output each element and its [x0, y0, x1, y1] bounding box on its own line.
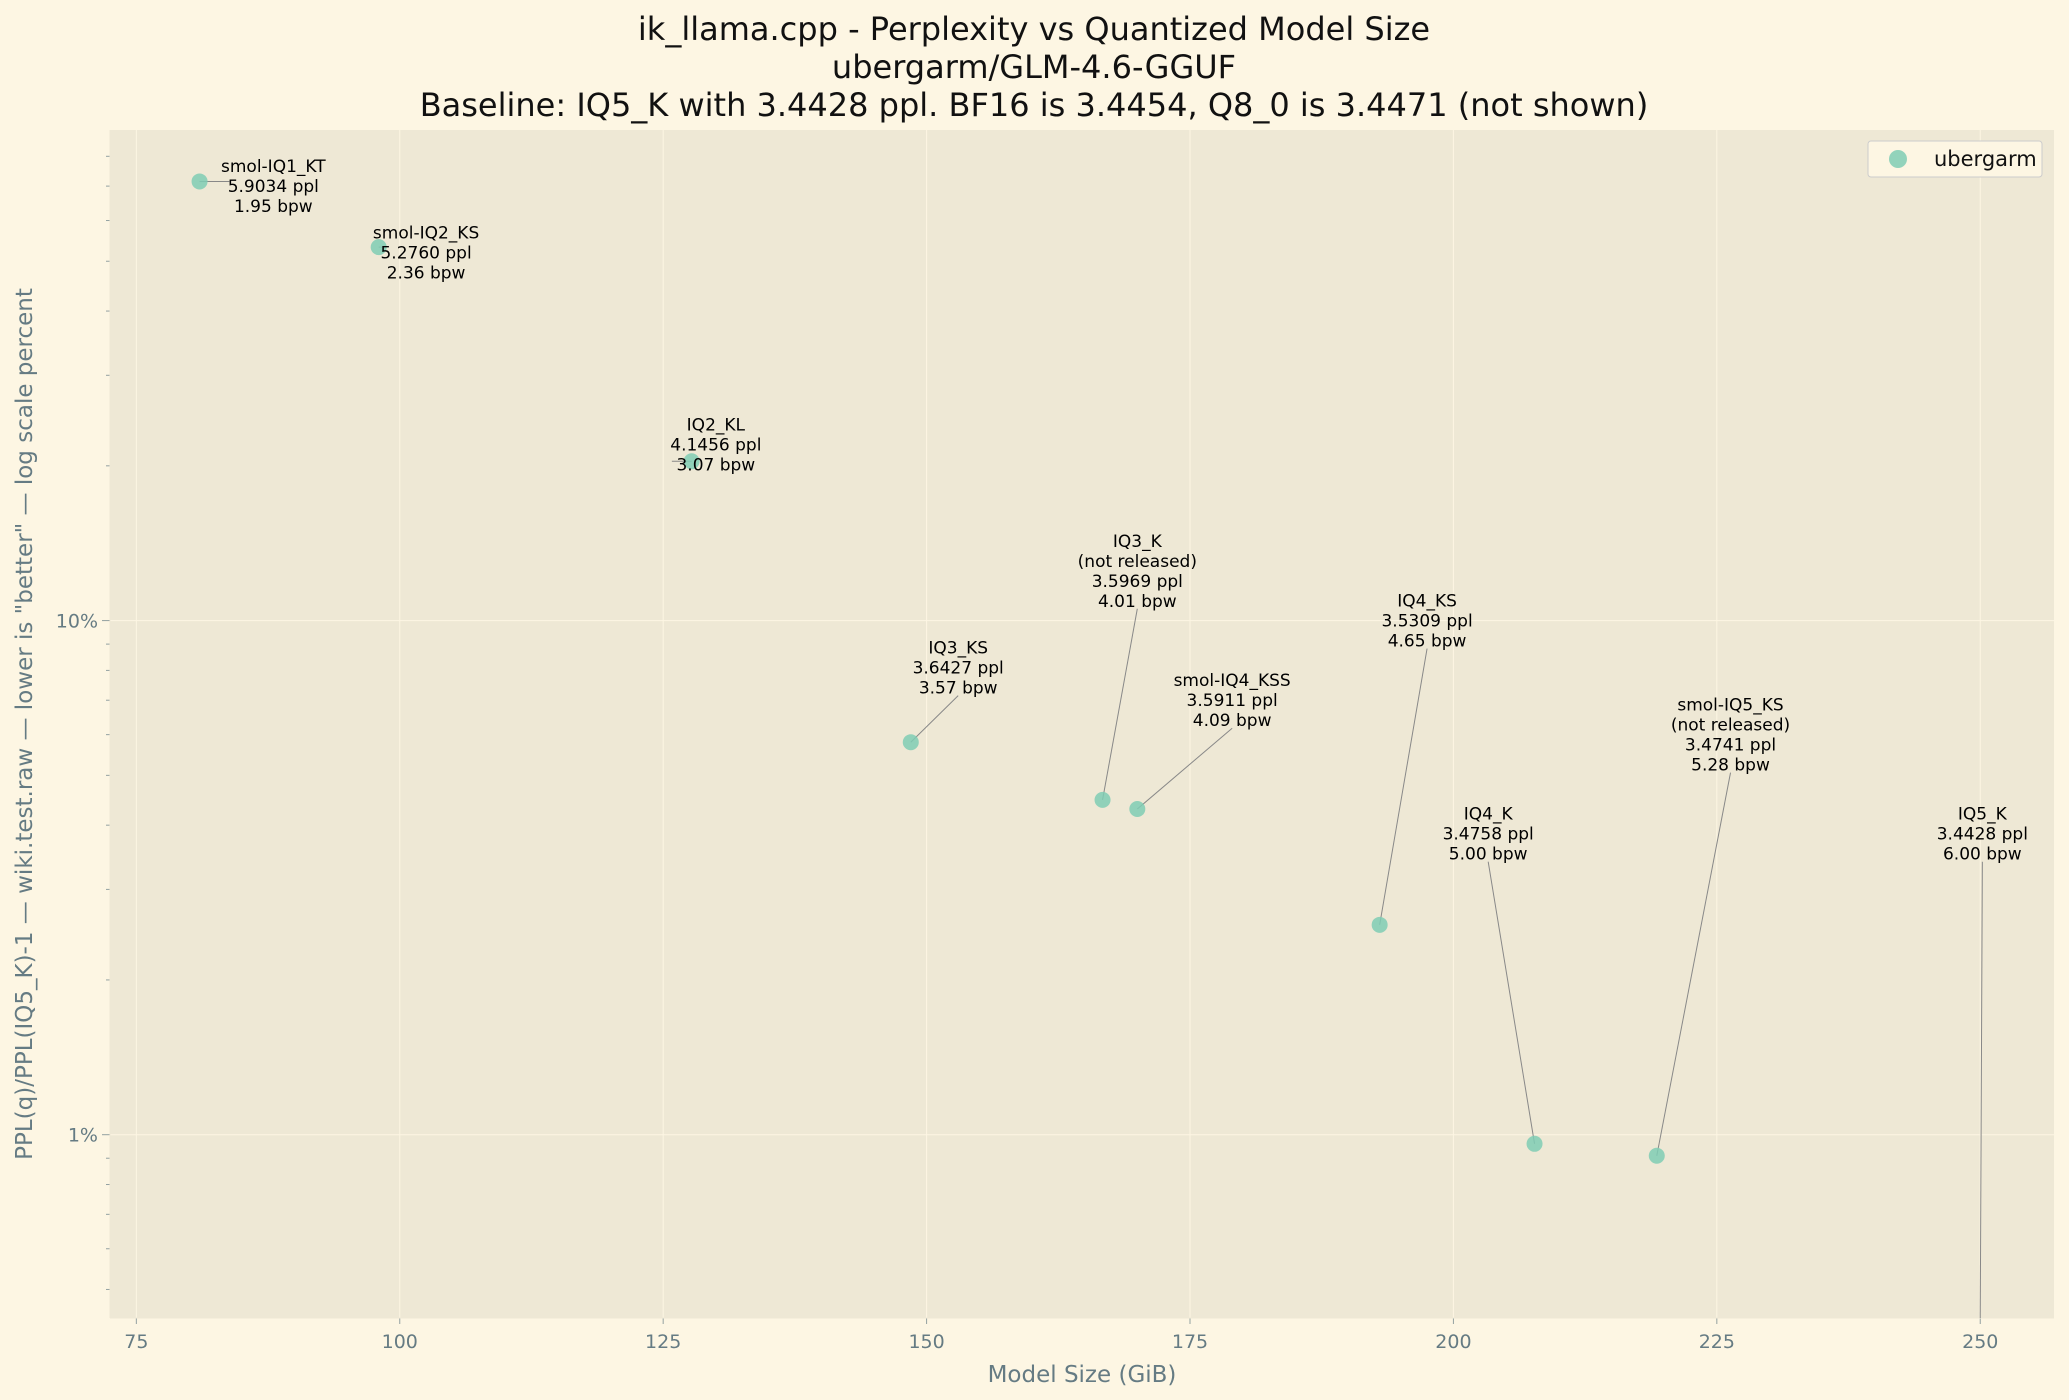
point-annotation: smol-IQ5_KS (not released) 3.4741 ppl 5.28 …: [1671, 696, 1790, 776]
annotations: smol-IQ1_KT 5.9034 ppl 1.95 bpw smol-IQ2_KS…: [221, 157, 2028, 865]
leader-line: [1136, 727, 1233, 810]
data-points: [191, 173, 1665, 1164]
annotation-line: 3.4428 ppl: [1937, 825, 2028, 845]
leader-lines: [199, 180, 1983, 1319]
title-line-2: ubergarm/GLM-4.6-GGUF: [832, 48, 1236, 86]
data-point: [683, 453, 700, 470]
grid-layer: [110, 130, 2054, 1318]
title-line-3: Baseline: IQ5_K with 3.4428 ppl. BF16 is…: [420, 86, 1649, 124]
annotation-line: IQ4_K: [1464, 805, 1514, 825]
legend-marker: [1889, 150, 1907, 168]
annotation-line: 3.5911 ppl: [1187, 691, 1278, 711]
x-tick-label: 200: [1435, 1331, 1471, 1353]
annotation-line: 4.01 bpw: [1098, 592, 1177, 612]
x-tick-label: 75: [124, 1331, 148, 1353]
x-tick-label: 100: [382, 1331, 418, 1353]
legend-label: ubergarm: [1934, 147, 2037, 171]
point-annotation: IQ3_KS 3.6427 ppl 3.57 bpw: [913, 639, 1004, 699]
annotation-line: 2.36 bpw: [387, 263, 466, 283]
annotation-line: 3.4741 ppl: [1685, 736, 1776, 756]
legend-box: [1867, 140, 2043, 178]
annotation-line: 3.6427 ppl: [913, 659, 1004, 679]
annotation-line: 3.5309 ppl: [1381, 612, 1472, 632]
data-point: [1526, 1135, 1543, 1152]
annotation-line: IQ3_K: [1113, 532, 1163, 552]
leader-line: [1487, 861, 1536, 1144]
legend: ubergarm: [1867, 140, 2043, 178]
y-tick-label: 1%: [68, 1125, 98, 1147]
data-point: [191, 173, 208, 190]
x-tick-label: 250: [1962, 1331, 1998, 1353]
annotation-line: IQ4_KS: [1397, 592, 1457, 612]
annotation-line: 3.5969 ppl: [1092, 572, 1183, 592]
annotation-line: 5.2760 ppl: [380, 243, 471, 263]
annotation-line: 5.9034 ppl: [228, 177, 319, 197]
annotation-line: 4.65 bpw: [1388, 632, 1467, 652]
leader-line: [1102, 608, 1138, 800]
annotation-line: 1.95 bpw: [234, 197, 313, 217]
title-line-1: ik_llama.cpp - Perplexity vs Quantized M…: [638, 10, 1430, 48]
point-annotation: smol-IQ1_KT 5.9034 ppl 1.95 bpw: [221, 157, 326, 217]
annotation-line: IQ5_K: [1958, 805, 2008, 825]
leader-line: [1379, 648, 1428, 925]
x-tick-label: 225: [1699, 1331, 1735, 1353]
annotation-line: IQ3_KS: [928, 639, 988, 659]
data-point: [902, 734, 919, 751]
annotation-line: 5.00 bpw: [1449, 845, 1528, 865]
leader-line: [1656, 772, 1732, 1156]
annotation-line: smol-IQ4_KSS: [1174, 671, 1291, 691]
data-point: [1129, 801, 1146, 818]
point-annotation: IQ4_KS 3.5309 ppl 4.65 bpw: [1381, 592, 1472, 652]
leader-line: [1979, 861, 1983, 1319]
annotation-line: (not released): [1671, 716, 1790, 736]
x-axis-label: Model Size (GiB): [988, 1362, 1177, 1388]
annotation-line: 3.57 bpw: [919, 679, 998, 699]
annotation-line: 4.09 bpw: [1193, 711, 1272, 731]
data-point: [1094, 791, 1111, 808]
y-tick-label: 10%: [56, 611, 98, 633]
x-tick-label: 125: [645, 1331, 681, 1353]
annotation-line: 4.1456 ppl: [670, 436, 761, 456]
annotation-line: 3.4758 ppl: [1443, 825, 1534, 845]
annotation-line: (not released): [1078, 552, 1197, 572]
data-point: [1371, 916, 1388, 933]
point-annotation: IQ5_K 3.4428 ppl 6.00 bpw: [1937, 805, 2028, 865]
annotation-line: 6.00 bpw: [1943, 845, 2022, 865]
x-tick-label: 175: [1172, 1331, 1208, 1353]
data-point: [1648, 1147, 1665, 1164]
chart-title: ik_llama.cpp - Perplexity vs Quantized M…: [420, 10, 1649, 124]
point-annotation: IQ2_KL 4.1456 ppl 3.07 bpw: [670, 416, 761, 476]
annotation-line: smol-IQ2_KS: [373, 223, 479, 243]
axes-layer: 75 100 125 150 175 200 225 250 1% 10%: [56, 130, 2054, 1353]
point-annotation: IQ3_K (not released) 3.5969 ppl 4.01 bpw: [1078, 532, 1197, 612]
annotation-line: smol-IQ5_KS: [1677, 696, 1783, 716]
annotation-line: 3.07 bpw: [676, 456, 755, 476]
point-annotation: smol-IQ2_KS 5.2760 ppl 2.36 bpw: [373, 223, 479, 283]
annotation-line: 5.28 bpw: [1691, 756, 1770, 776]
plot-area: [110, 130, 2054, 1318]
y-axis-label: PPL(q)/PPL(IQ5_K)-1 — wiki.test.raw — lo…: [12, 288, 38, 1160]
annotation-line: IQ2_KL: [687, 416, 746, 436]
leader-line: [910, 695, 959, 743]
point-annotation: smol-IQ4_KSS 3.5911 ppl 4.09 bpw: [1174, 671, 1291, 731]
annotation-line: smol-IQ1_KT: [221, 157, 326, 177]
point-annotation: IQ4_K 3.4758 ppl 5.00 bpw: [1443, 805, 1534, 865]
x-tick-label: 150: [908, 1331, 944, 1353]
data-point: [370, 239, 387, 256]
